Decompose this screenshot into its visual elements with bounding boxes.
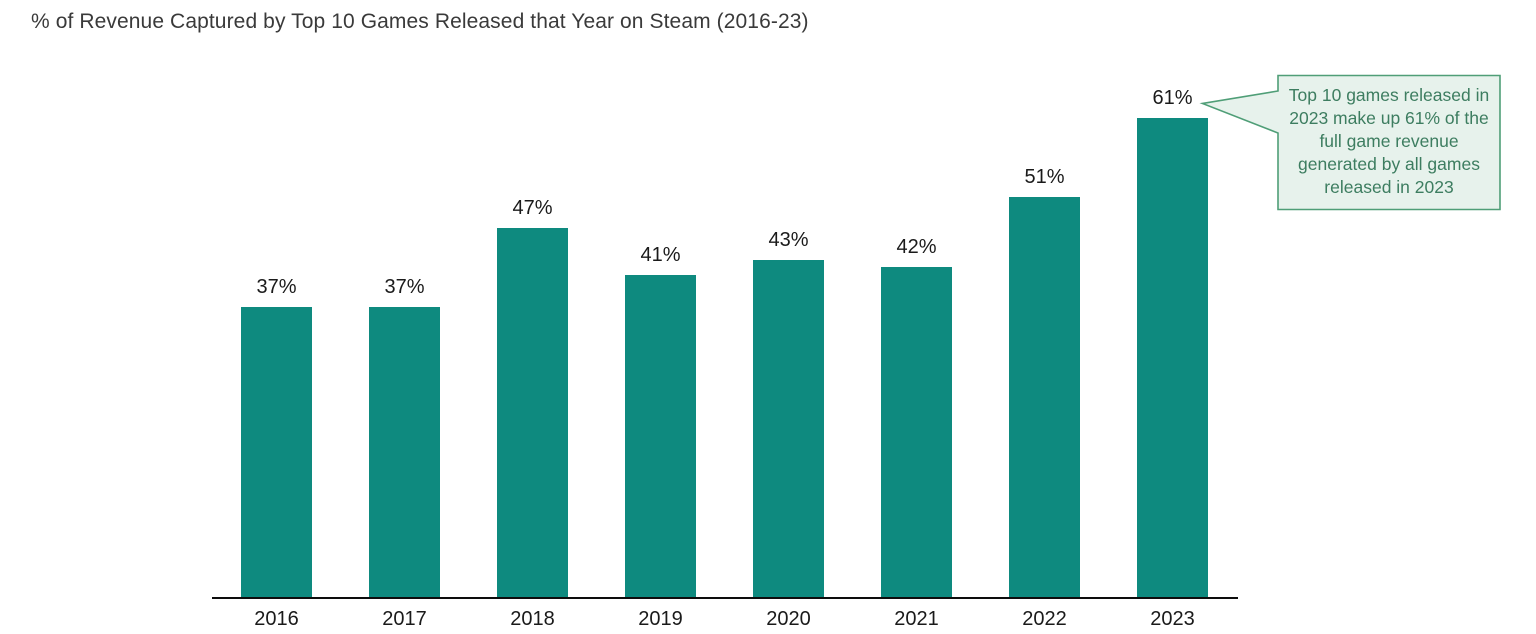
value-label-2020: 43%: [768, 229, 809, 251]
value-label-2019: 41%: [640, 244, 681, 266]
value-label-2023: 61%: [1152, 87, 1193, 109]
x-tick-label-2020: 2020: [766, 608, 811, 630]
bar-2021: [881, 267, 952, 598]
x-tick-label-2023: 2023: [1150, 608, 1195, 630]
x-tick-label-2022: 2022: [1022, 608, 1067, 630]
x-tick-label-2018: 2018: [510, 608, 555, 630]
bar-2019: [625, 275, 696, 598]
callout-bubble: [1199, 74, 1501, 211]
bar-2016: [241, 307, 312, 598]
value-label-2022: 51%: [1024, 166, 1065, 188]
x-tick-label-2019: 2019: [638, 608, 683, 630]
x-tick-label-2016: 2016: [254, 608, 299, 630]
value-label-2017: 37%: [384, 276, 425, 298]
bar-2017: [369, 307, 440, 598]
bar-2020: [753, 260, 824, 598]
callout-text: Top 10 games released in 2023 make up 61…: [1288, 85, 1490, 197]
bar-2022: [1009, 197, 1080, 598]
x-tick-label-2017: 2017: [382, 608, 427, 630]
chart-title: % of Revenue Captured by Top 10 Games Re…: [31, 10, 809, 33]
value-label-2021: 42%: [896, 236, 937, 258]
x-axis-line: [212, 597, 1238, 599]
x-tick-label-2021: 2021: [894, 608, 939, 630]
bar-2023: [1137, 118, 1208, 598]
bar-2018: [497, 228, 568, 598]
value-label-2018: 47%: [512, 197, 553, 219]
value-label-2016: 37%: [256, 276, 297, 298]
callout-bubble-shape: [1199, 74, 1501, 211]
